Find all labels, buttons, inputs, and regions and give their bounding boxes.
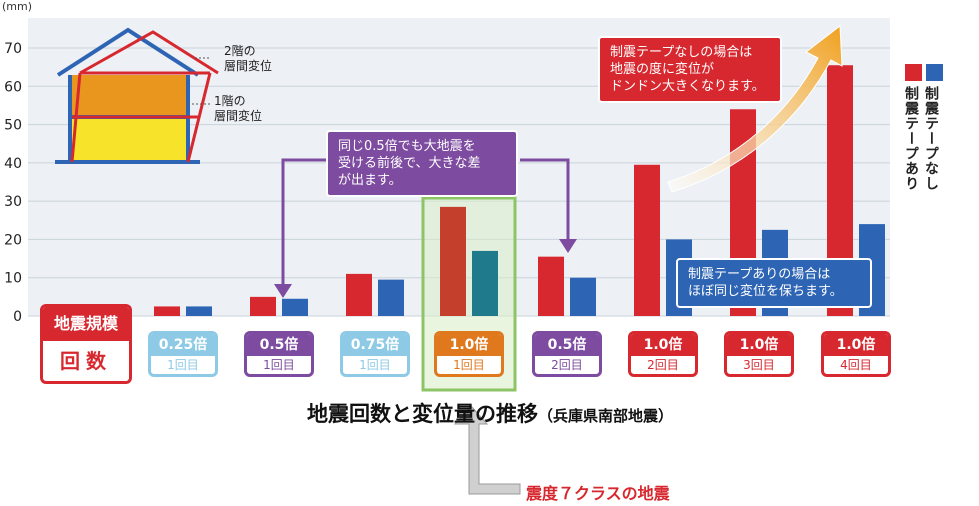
label-1f-line2: 層間変位 <box>214 109 263 123</box>
bar-with-tape-4 <box>472 250 498 316</box>
category-badge-5: 0.5倍 2回目 <box>532 331 602 377</box>
legend-swatch-with <box>926 64 943 81</box>
row-header-count: 回数 <box>60 349 112 373</box>
category-count-label: 3回目 <box>743 358 775 372</box>
trend-arrow <box>667 25 843 193</box>
category-badge-4: 1.0倍 1回目 <box>434 331 504 377</box>
y-tick-label: 10 <box>4 271 22 287</box>
y-tick-label: 70 <box>4 41 22 57</box>
category-scale-label: 1.0倍 <box>727 334 791 356</box>
category-badge-2: 0.5倍 1回目 <box>244 331 314 377</box>
category-count-label: 1回目 <box>359 358 391 372</box>
chart-subtitle: （兵庫県南部地震） <box>537 407 673 425</box>
category-count-label: 4回目 <box>840 358 872 372</box>
label-1f: 1階の 層間変位 <box>214 94 262 124</box>
label-1f-line1: 1階の <box>214 94 246 108</box>
bar-without-tape-3 <box>346 273 372 316</box>
bar-without-tape-2 <box>250 296 276 316</box>
purple-arrows <box>274 158 577 298</box>
y-tick-label: 0 <box>13 309 22 325</box>
legend-label-without: 制震テープなし <box>923 86 939 191</box>
y-tick-label: 60 <box>4 79 22 95</box>
bar-with-tape-5 <box>570 277 596 316</box>
callout-blue: 制震テープありの場合は ほぼ同じ変位を保ちます。 <box>676 258 872 308</box>
label-2f-line2: 層間変位 <box>224 59 273 73</box>
category-badge-7: 1.0倍 3回目 <box>724 331 794 377</box>
note-text: 震度７クラスの地震 <box>526 484 670 503</box>
chart-title: 地震回数と変位量の推移（兵庫県南部地震） <box>230 398 750 428</box>
y-tick-label: 40 <box>4 156 22 172</box>
category-count-label: 1回目 <box>263 358 295 372</box>
category-count-label: 1回目 <box>453 358 485 372</box>
category-badge-8: 1.0倍 4回目 <box>821 331 891 377</box>
category-scale-label: 1.0倍 <box>437 334 501 356</box>
bar-with-tape-3 <box>378 279 404 316</box>
bar-with-tape-1 <box>186 306 212 316</box>
y-tick-label: 30 <box>4 194 22 210</box>
bar-without-tape-1 <box>154 306 180 316</box>
bar-without-tape-5 <box>538 256 564 316</box>
category-count-label: 2回目 <box>551 358 583 372</box>
row-header-scale: 地震規模 <box>43 307 129 341</box>
row-header: 地震規模 回数 <box>40 304 132 384</box>
category-scale-label: 0.5倍 <box>247 334 311 356</box>
category-scale-label: 0.5倍 <box>535 334 599 356</box>
callout-red: 制震テープなしの場合は 地震の度に変位が ドンドン大きくなります。 <box>598 36 782 103</box>
legend-swatch-without <box>905 64 922 81</box>
bar-without-tape-6 <box>634 164 660 316</box>
note-arrow <box>453 405 521 495</box>
legend: 制震テープなし 制震テープあり <box>893 56 953 194</box>
category-scale-label: 0.75倍 <box>343 334 407 356</box>
house-diagram <box>55 27 219 164</box>
category-count-label: 1回目 <box>167 358 199 372</box>
category-count-label: 2回目 <box>647 358 679 372</box>
y-axis: 0 10 20 30 40 50 60 70 <box>4 41 22 325</box>
category-badge-3: 0.75倍 1回目 <box>340 331 410 377</box>
y-tick-label: 50 <box>4 118 22 134</box>
category-scale-label: 1.0倍 <box>824 334 888 356</box>
legend-label-with: 制震テープあり <box>903 86 919 191</box>
y-axis-unit: (mm) <box>2 0 33 13</box>
category-scale-label: 0.25倍 <box>151 334 215 356</box>
chart-title-main: 地震回数と変位量の推移 <box>306 402 538 426</box>
category-badge-6: 1.0倍 2回目 <box>628 331 698 377</box>
callout-purple: 同じ0.5倍でも大地震を 受ける前後で、大きな差 が出ます。 <box>326 130 518 197</box>
category-badge-1: 0.25倍 1回目 <box>148 331 218 377</box>
y-tick-label: 20 <box>4 232 22 248</box>
label-2f: 2階の 層間変位 <box>224 44 272 74</box>
label-2f-line1: 2階の <box>224 44 256 58</box>
bar-with-tape-2 <box>282 298 308 316</box>
category-scale-label: 1.0倍 <box>631 334 695 356</box>
bar-without-tape-4 <box>440 206 466 316</box>
